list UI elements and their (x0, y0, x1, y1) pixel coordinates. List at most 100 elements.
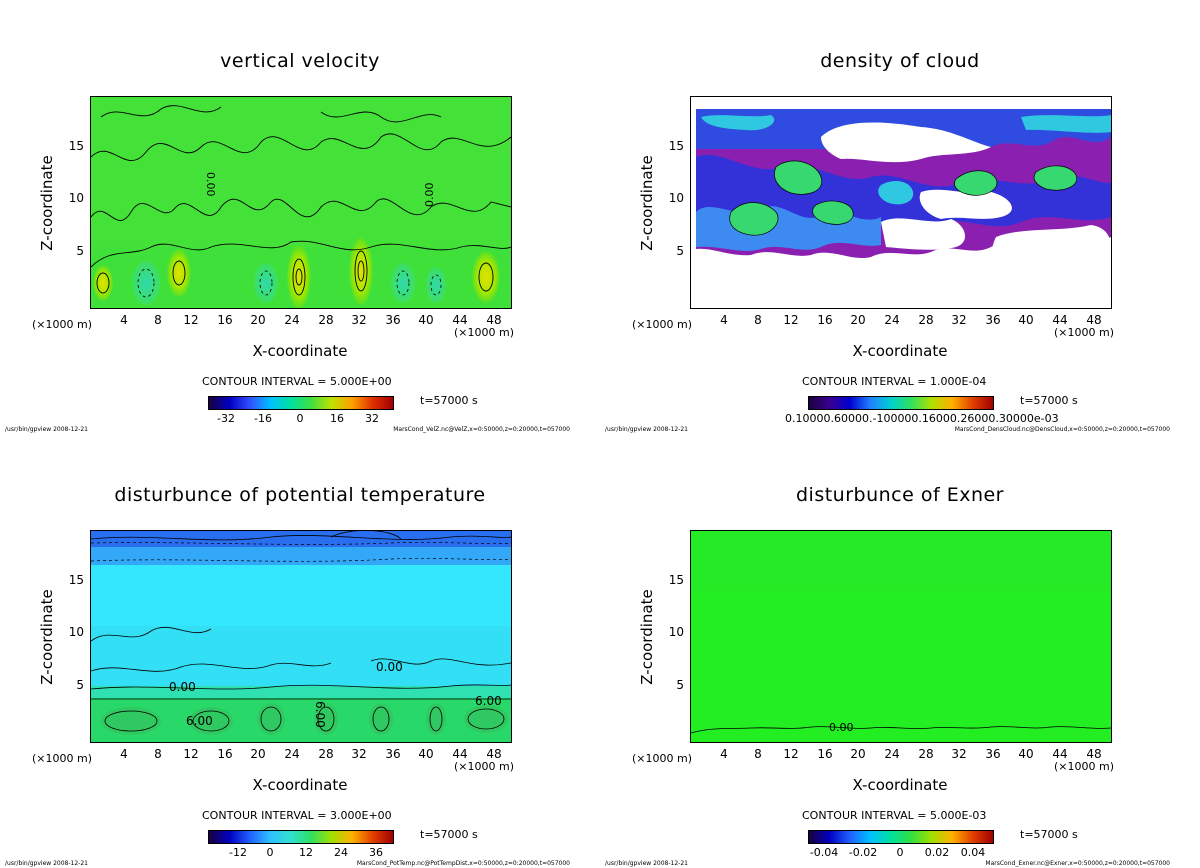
contour-lines (91, 105, 511, 296)
colorbar (808, 396, 994, 410)
negative-contours (137, 268, 442, 298)
time-label: t=57000 s (420, 394, 478, 407)
x-unit-right: (×1000 m) (1054, 326, 1115, 339)
cloud-field (691, 97, 1111, 308)
plot-area (690, 96, 1112, 309)
y-axis-label: Z-coordinate (38, 589, 56, 685)
colorbar-tick: 16 (330, 412, 344, 425)
x-tick: 44 (1052, 313, 1068, 327)
contour-label: 6.00 (475, 694, 502, 708)
y-axis-label: Z-coordinate (638, 589, 656, 685)
x-tick: 24 (884, 747, 900, 761)
downdraft-cells (132, 261, 446, 305)
y-tick: 15 (68, 139, 84, 153)
colorbar-tick: 32 (365, 412, 379, 425)
velocity-field: 0.00 0.00 (91, 97, 511, 308)
x-tick: 20 (250, 747, 266, 761)
cloud-gaps (821, 122, 1111, 272)
x-tick: 28 (318, 747, 334, 761)
contour-interval: CONTOUR INTERVAL = 1.000E-04 (802, 375, 987, 388)
x-tick: 24 (284, 747, 300, 761)
x-tick: 8 (754, 747, 762, 761)
x-tick: 40 (1018, 313, 1034, 327)
colorbar-tick: 0 (296, 412, 304, 425)
y-axis-label: Z-coordinate (638, 155, 656, 251)
x-tick: 28 (318, 313, 334, 327)
contour-label: 6.00 (186, 714, 213, 728)
colorbar (208, 830, 394, 844)
x-tick: 16 (817, 747, 833, 761)
x-axis-label: X-coordinate (852, 776, 948, 794)
x-tick: 36 (985, 747, 1001, 761)
x-tick: 40 (1018, 747, 1034, 761)
plot-area: 0.00 (690, 530, 1112, 743)
footer-left: /usr/bin/gpview 2008-12-21 (605, 426, 688, 433)
time-label: t=57000 s (1020, 828, 1078, 841)
chart-title: disturbunce of Exner (795, 484, 1004, 506)
colorbar-tick: 0.04 (960, 846, 986, 859)
chart-title: disturbunce of potential temperature (114, 484, 486, 506)
updraft-cells (93, 237, 500, 308)
contour-label: 0.00 (423, 183, 436, 208)
x-tick: 12 (183, 313, 199, 327)
x-unit-right: (×1000 m) (1054, 760, 1115, 773)
cloud-cores (701, 115, 1111, 236)
colorbar-tick: -0.02 (848, 846, 878, 859)
contour-lines (729, 160, 1078, 236)
x-unit-left: (×1000 m) (632, 318, 693, 331)
plot-area: 0.00 0.00 (90, 96, 512, 309)
y-tick: 5 (76, 244, 84, 258)
x-tick: 4 (720, 313, 728, 327)
x-tick: 4 (120, 313, 128, 327)
colorbar-tick: 0 (266, 846, 274, 859)
contour-interval: CONTOUR INTERVAL = 5.000E+00 (202, 375, 392, 388)
x-tick: 44 (452, 313, 468, 327)
colorbar-tick: -16 (254, 412, 272, 425)
panel-exner: disturbunce of Exner 0.00 5 10 15 4 8 12… (600, 434, 1200, 868)
chart-title: density of cloud (820, 50, 980, 72)
colorbar-tick: -32 (217, 412, 235, 425)
y-tick: 10 (668, 625, 684, 639)
x-tick: 24 (884, 313, 900, 327)
time-label: t=57000 s (1020, 394, 1078, 407)
footer-left: /usr/bin/gpview 2008-12-21 (605, 860, 688, 867)
colorbar (808, 830, 994, 844)
x-tick: 4 (720, 747, 728, 761)
x-tick: 32 (951, 313, 967, 327)
x-tick: 48 (486, 747, 502, 761)
x-tick: 12 (783, 747, 799, 761)
y-tick: 5 (76, 678, 84, 692)
exner-field: 0.00 (691, 531, 1111, 742)
x-tick: 40 (418, 747, 434, 761)
x-tick: 48 (486, 313, 502, 327)
x-axis-label: X-coordinate (252, 342, 348, 360)
x-tick: 44 (452, 747, 468, 761)
x-tick: 24 (284, 313, 300, 327)
y-tick: 15 (68, 573, 84, 587)
colorbar-tick: -0.04 (809, 846, 839, 859)
x-tick: 36 (385, 747, 401, 761)
contour-interval: CONTOUR INTERVAL = 5.000E-03 (802, 809, 987, 822)
contour-label: 0.00 (829, 721, 854, 734)
x-tick: 32 (951, 747, 967, 761)
y-tick: 15 (668, 139, 684, 153)
x-tick: 32 (351, 313, 367, 327)
chart-title: vertical velocity (220, 50, 380, 72)
y-tick: 10 (68, 191, 84, 205)
footer-right: MarsCond_Exner.nc@Exner,x=0:50000,z=0:20… (985, 860, 1170, 867)
x-tick: 16 (817, 313, 833, 327)
colorbar-tick: 0.02 (924, 846, 950, 859)
colorbar-tick: 24 (334, 846, 348, 859)
colorbar (208, 396, 394, 410)
x-tick: 48 (1086, 313, 1102, 327)
footer-right: MarsCond_PotTemp.nc@PotTempDist,x=0:5000… (356, 860, 570, 867)
x-axis-label: X-coordinate (852, 342, 948, 360)
colorbar-tick: 12 (299, 846, 313, 859)
x-unit-right: (×1000 m) (454, 326, 515, 339)
y-tick: 15 (668, 573, 684, 587)
x-tick: 28 (918, 313, 934, 327)
footer-left: /usr/bin/gpview 2008-12-21 (5, 426, 88, 433)
x-tick: 36 (985, 313, 1001, 327)
colorbar-tick-labels: 0.10000.60000.-100000.16000.26000.30000e… (785, 412, 1059, 425)
panel-density-of-cloud: density of cloud (600, 0, 1200, 434)
